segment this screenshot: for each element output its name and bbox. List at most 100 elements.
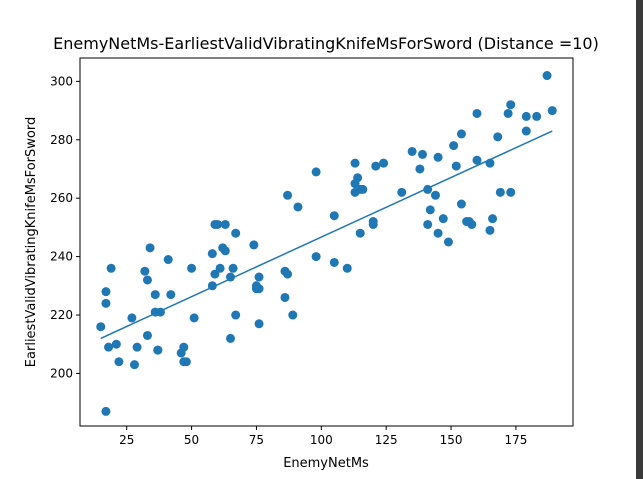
data-point xyxy=(430,190,440,200)
data-point xyxy=(423,184,433,194)
data-point xyxy=(96,322,106,332)
data-point xyxy=(231,228,241,238)
data-point xyxy=(542,71,552,81)
data-point xyxy=(311,252,321,262)
data-point xyxy=(225,272,235,282)
data-point xyxy=(329,211,339,221)
data-point xyxy=(140,266,150,276)
data-point xyxy=(132,342,142,352)
data-point xyxy=(423,219,433,229)
fit-line xyxy=(100,130,553,340)
data-point xyxy=(283,269,293,279)
y-axis-ticks: 200 220 240 260 280 300 xyxy=(50,74,80,380)
y-tick-label: 240 xyxy=(50,250,73,264)
data-point xyxy=(231,310,241,320)
data-point xyxy=(407,146,417,156)
data-point xyxy=(101,406,111,416)
data-point xyxy=(433,152,443,162)
x-tick-label: 25 xyxy=(119,433,134,447)
data-point xyxy=(280,292,290,302)
data-point xyxy=(425,205,435,215)
data-point xyxy=(379,158,389,168)
y-axis-label: EarliestValidVibratingKnifeMsForSword xyxy=(24,117,39,367)
data-point xyxy=(101,287,111,297)
data-point xyxy=(293,202,303,212)
data-point xyxy=(187,263,197,273)
data-point xyxy=(503,108,513,118)
data-point xyxy=(142,275,152,285)
x-tick-label: 100 xyxy=(310,433,333,447)
data-marks xyxy=(96,71,557,416)
data-point xyxy=(213,219,223,229)
data-point xyxy=(179,342,189,352)
y-tick-label: 300 xyxy=(50,74,73,88)
data-point xyxy=(163,255,173,265)
data-point xyxy=(488,214,498,224)
x-tick-label: 50 xyxy=(184,433,199,447)
data-point xyxy=(254,272,264,282)
data-point xyxy=(433,228,443,238)
data-point xyxy=(467,219,477,229)
data-point xyxy=(207,281,217,291)
y-tick-label: 220 xyxy=(50,308,73,322)
data-point xyxy=(311,167,321,177)
data-point xyxy=(329,257,339,267)
data-point xyxy=(472,108,482,118)
data-point xyxy=(104,342,114,352)
data-point xyxy=(472,155,482,165)
data-point xyxy=(225,333,235,343)
data-point xyxy=(506,187,516,197)
data-point xyxy=(418,149,428,159)
y-tick-label: 200 xyxy=(50,366,73,380)
data-point xyxy=(220,246,230,256)
data-point xyxy=(145,243,155,253)
data-point xyxy=(485,225,495,235)
data-point xyxy=(283,190,293,200)
data-point xyxy=(358,184,368,194)
data-point xyxy=(153,345,163,355)
data-point xyxy=(456,129,466,139)
data-point xyxy=(355,228,365,238)
data-point xyxy=(449,141,459,151)
y-tick-label: 260 xyxy=(50,191,73,205)
x-tick-label: 125 xyxy=(375,433,398,447)
data-point xyxy=(350,158,360,168)
data-point xyxy=(443,237,453,247)
data-point xyxy=(547,106,557,116)
x-axis-label: EnemyNetMs xyxy=(283,456,369,471)
axes-frame xyxy=(79,57,574,427)
data-point xyxy=(368,217,378,227)
data-point xyxy=(371,161,381,171)
data-point xyxy=(228,263,238,273)
x-tick-label: 150 xyxy=(440,433,463,447)
data-point xyxy=(189,313,199,323)
data-point xyxy=(127,313,137,323)
data-point xyxy=(438,214,448,224)
data-point xyxy=(220,219,230,229)
data-point xyxy=(456,199,466,209)
data-point xyxy=(111,339,121,349)
data-point xyxy=(210,269,220,279)
data-point xyxy=(166,290,176,300)
data-point xyxy=(485,158,495,168)
data-point xyxy=(106,263,116,273)
data-point xyxy=(495,187,505,197)
data-point xyxy=(415,164,425,174)
data-point xyxy=(207,249,217,259)
data-point xyxy=(254,319,264,329)
data-point xyxy=(353,173,363,183)
data-point xyxy=(150,290,160,300)
data-point xyxy=(397,187,407,197)
data-point xyxy=(114,357,124,367)
data-point xyxy=(451,161,461,171)
data-point xyxy=(521,126,531,136)
data-point xyxy=(506,100,516,110)
data-point xyxy=(249,240,259,250)
x-tick-label: 75 xyxy=(249,433,264,447)
data-point xyxy=(142,330,152,340)
data-point xyxy=(532,111,542,121)
x-tick-label: 175 xyxy=(504,433,527,447)
chart-title: EnemyNetMs-EarliestValidVibratingKnifeMs… xyxy=(53,34,599,53)
